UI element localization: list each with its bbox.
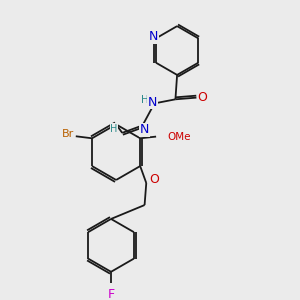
Text: O: O bbox=[198, 91, 208, 104]
Text: N: N bbox=[148, 30, 158, 43]
Text: H: H bbox=[110, 124, 117, 134]
Text: F: F bbox=[107, 288, 115, 300]
Text: H: H bbox=[141, 95, 149, 105]
Text: OMe: OMe bbox=[167, 132, 191, 142]
Text: N: N bbox=[140, 123, 149, 136]
Text: N: N bbox=[148, 96, 158, 109]
Text: Br: Br bbox=[61, 129, 74, 139]
Text: O: O bbox=[149, 173, 159, 186]
